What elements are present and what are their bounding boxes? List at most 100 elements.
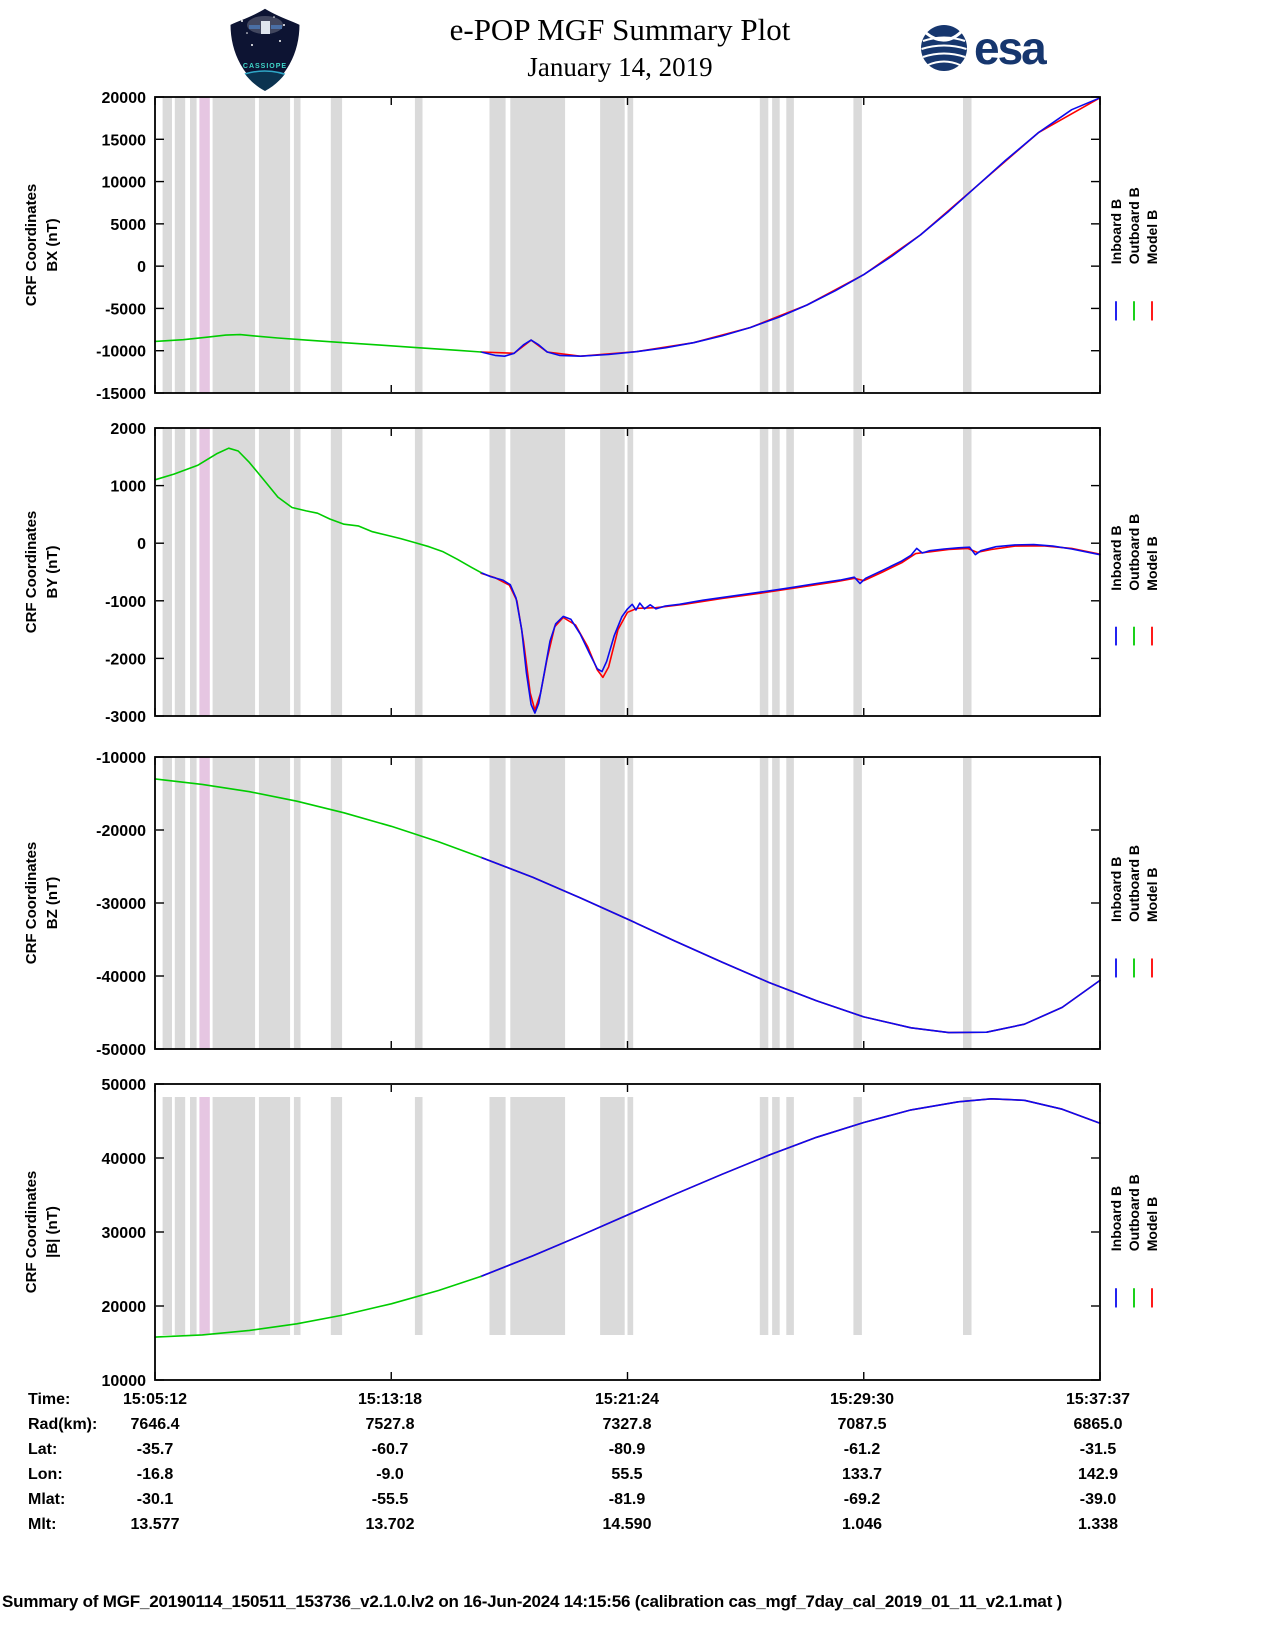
data-gap-band bbox=[772, 97, 780, 393]
data-gap-band bbox=[414, 1097, 423, 1335]
data-gap-band bbox=[489, 757, 506, 1049]
data-gap-band bbox=[510, 757, 566, 1049]
table-cell: -9.0 bbox=[376, 1466, 404, 1483]
y-tick-label: 0 bbox=[137, 259, 146, 276]
axis-label-coords: CRF Coordinates bbox=[23, 1171, 40, 1294]
y-tick-label: -2000 bbox=[105, 651, 146, 668]
data-gap-band bbox=[414, 428, 423, 716]
page-title: e-POP MGF Summary Plot bbox=[449, 12, 791, 47]
table-row-label: Time: bbox=[28, 1391, 71, 1408]
page-subtitle-date: January 14, 2019 bbox=[527, 52, 713, 82]
y-tick-label: -3000 bbox=[105, 709, 146, 722]
data-gap-band bbox=[174, 428, 186, 716]
table-cell: 15:29:30 bbox=[829, 1391, 895, 1408]
table-cell: 14.590 bbox=[602, 1516, 652, 1533]
table-cell: 6865.0 bbox=[1073, 1416, 1123, 1433]
data-gap-band bbox=[330, 1097, 343, 1335]
data-gap-band bbox=[162, 1097, 172, 1335]
esa-logo-graphic: esa bbox=[921, 22, 1049, 74]
series-inboard bbox=[480, 543, 1101, 714]
y-tick-label: 40000 bbox=[102, 1151, 147, 1168]
mission-patch-graphic: CASSIOPE bbox=[227, 5, 303, 93]
series-inboard bbox=[480, 856, 1101, 1034]
data-gap-band bbox=[853, 428, 862, 716]
esa-logo: esa bbox=[918, 16, 1068, 85]
data-gap-band bbox=[162, 97, 172, 393]
table-cell: -35.7 bbox=[136, 1441, 174, 1458]
panel-bz-plot: -10000 -20000 -30000 -40000 -50000 CRF Coordi… bbox=[23, 751, 1160, 1055]
data-gap-band bbox=[174, 757, 186, 1049]
data-gap-band bbox=[759, 428, 769, 716]
data-gap-band bbox=[963, 97, 972, 393]
data-gap-band bbox=[600, 97, 625, 393]
axes-frame bbox=[154, 756, 1101, 1050]
legend-label-outboard: Outboard B bbox=[1126, 1174, 1142, 1251]
footer-caption: Summary of MGF_20190114_150511_153736_v2… bbox=[2, 1592, 1063, 1611]
data-gap-band bbox=[786, 1097, 794, 1335]
axes-frame bbox=[154, 1083, 1101, 1381]
legend-label-inboard: Inboard B bbox=[1108, 857, 1124, 922]
table-cell: 13.702 bbox=[365, 1516, 415, 1533]
data-gap-band bbox=[414, 97, 423, 393]
y-tick-label: 0 bbox=[137, 536, 146, 553]
table-cell: -16.8 bbox=[136, 1466, 174, 1483]
table-cell: 55.5 bbox=[611, 1466, 643, 1483]
data-gap-band bbox=[600, 757, 625, 1049]
data-gap-band bbox=[293, 757, 301, 1049]
legend-label-inboard: Inboard B bbox=[1108, 199, 1124, 264]
data-gap-band bbox=[212, 757, 256, 1049]
data-gap-band bbox=[199, 1097, 210, 1335]
legend-label-outboard: Outboard B bbox=[1126, 514, 1142, 591]
y-tick-label: -40000 bbox=[96, 969, 146, 986]
y-tick-label: -10000 bbox=[96, 344, 146, 361]
esa-wordmark: esa bbox=[974, 22, 1047, 74]
y-tick-label: -50000 bbox=[96, 1042, 146, 1055]
y-tick-label: 5000 bbox=[110, 217, 146, 234]
table-cell: -61.2 bbox=[843, 1441, 881, 1458]
table-row-label: Mlt: bbox=[28, 1516, 57, 1533]
table-row-label: Mlat: bbox=[28, 1491, 66, 1508]
table-cell: -80.9 bbox=[608, 1441, 646, 1458]
data-gap-band bbox=[489, 1097, 506, 1335]
data-gap-band bbox=[199, 428, 210, 716]
data-gap-band bbox=[627, 757, 634, 1049]
data-gap-band bbox=[489, 97, 506, 393]
data-gap-band bbox=[510, 1097, 566, 1335]
panel-bx-plot: 20000 15000 10000 5000 0 -5000 -10000 -15000 CRF… bbox=[23, 91, 1160, 399]
data-gap-band bbox=[627, 428, 634, 716]
data-gap-band bbox=[772, 1097, 780, 1335]
legend-label-inboard: Inboard B bbox=[1108, 525, 1124, 590]
data-gap-band bbox=[190, 757, 197, 1049]
table-cell: -60.7 bbox=[371, 1441, 409, 1458]
data-gap-band bbox=[853, 1097, 862, 1335]
axis-label-component: BY (nT) bbox=[44, 545, 61, 598]
axis-label-coords: CRF Coordinates bbox=[23, 184, 40, 307]
data-gap-band bbox=[786, 757, 794, 1049]
summary-plots: 20000 15000 10000 5000 0 -5000 -10000 -15000 CRF… bbox=[23, 91, 1160, 1386]
table-cell: 13.577 bbox=[130, 1516, 180, 1533]
legend-label-model: Model B bbox=[1144, 1197, 1160, 1251]
table-cell: 1.338 bbox=[1077, 1516, 1119, 1533]
data-gap-band bbox=[293, 97, 301, 393]
data-gap-band bbox=[258, 428, 291, 716]
y-tick-label: 15000 bbox=[102, 132, 147, 149]
legend-label-outboard: Outboard B bbox=[1126, 845, 1142, 922]
axis-label-coords: CRF Coordinates bbox=[23, 842, 40, 965]
patch-text: CASSIOPE bbox=[243, 63, 287, 70]
data-gap-band bbox=[199, 97, 210, 393]
data-gap-band bbox=[258, 757, 291, 1049]
legend-label-model: Model B bbox=[1144, 536, 1160, 590]
data-gap-band bbox=[174, 97, 186, 393]
legend-label-inboard: Inboard B bbox=[1108, 1186, 1124, 1251]
axis-label-coords: CRF Coordinates bbox=[23, 511, 40, 634]
series-outboard bbox=[154, 1275, 482, 1338]
table-cell: 133.7 bbox=[841, 1466, 883, 1483]
table-row-label: Rad(km): bbox=[28, 1416, 98, 1433]
data-gap-band bbox=[162, 757, 172, 1049]
table-cell: 7327.8 bbox=[602, 1416, 652, 1433]
data-gap-band bbox=[414, 757, 423, 1049]
y-tick-label: 20000 bbox=[102, 91, 147, 107]
table-cell: 15:13:18 bbox=[357, 1391, 423, 1408]
panel-by-plot: 2000 1000 0 -1000 -2000 -3000 CRF Coordinates B… bbox=[23, 422, 1160, 722]
